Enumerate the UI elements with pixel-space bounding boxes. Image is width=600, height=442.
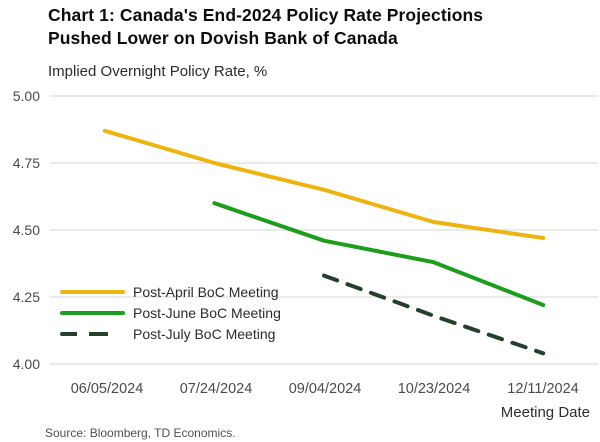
source-note: Source: Bloomberg, TD Economics.	[45, 426, 236, 440]
y-tick-label: 4.50	[12, 222, 40, 238]
x-tick-label: 10/23/2024	[397, 381, 471, 397]
legend-label: Post-April BoC Meeting	[133, 283, 279, 300]
x-tick-label: 06/05/2024	[70, 381, 144, 397]
chart-subtitle: Implied Overnight Policy Rate, %	[48, 63, 268, 80]
x-tick-label: 09/04/2024	[288, 381, 362, 397]
chart-title-line2: Pushed Lower on Dovish Bank of Canada	[48, 28, 398, 48]
x-tick-label: 07/24/2024	[179, 381, 253, 397]
legend-label: Post-July BoC Meeting	[133, 325, 276, 342]
legend-swatch-dashed-darkgreen-icon	[60, 331, 125, 336]
legend-item-post-july: Post-July BoC Meeting	[60, 323, 281, 344]
series-line-1	[212, 201, 546, 307]
y-tick-label: 4.00	[12, 356, 40, 372]
legend-swatch-solid-green-icon	[60, 310, 125, 315]
y-tick-label: 5.00	[12, 88, 40, 104]
legend-item-post-april: Post-April BoC Meeting	[60, 281, 281, 302]
x-axis-title: Meeting Date	[500, 404, 590, 421]
legend-label: Post-June BoC Meeting	[133, 304, 281, 321]
chart-legend: Post-April BoC Meeting Post-June BoC Mee…	[60, 281, 281, 344]
chart-title: Chart 1: Canada's End-2024 Policy Rate P…	[48, 4, 568, 50]
series-line-2	[322, 273, 546, 356]
x-tick-label: 12/11/2024	[507, 381, 579, 397]
chart-title-line1: Chart 1: Canada's End-2024 Policy Rate P…	[48, 5, 484, 25]
legend-swatch-solid-gold-icon	[60, 289, 125, 294]
y-tick-label: 4.25	[12, 289, 40, 305]
y-tick-label: 4.75	[12, 155, 40, 171]
series-line-0	[102, 128, 546, 240]
legend-item-post-june: Post-June BoC Meeting	[60, 302, 281, 323]
